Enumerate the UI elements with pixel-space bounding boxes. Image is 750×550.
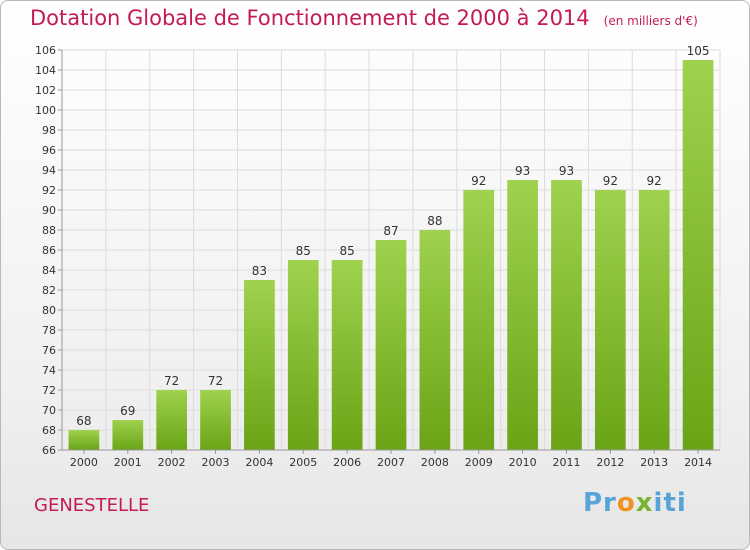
- place-name: GENESTELLE: [34, 495, 150, 516]
- data-label: 92: [647, 174, 662, 188]
- bar: [287, 260, 319, 450]
- data-label: 93: [559, 164, 574, 178]
- bar: [551, 180, 582, 450]
- x-tick-label: 2001: [114, 456, 142, 469]
- logo-part: Pr: [583, 488, 617, 518]
- chart-title-text: Dotation Globale de Fonctionnement de 20…: [30, 6, 590, 30]
- y-tick-label: 86: [42, 244, 56, 257]
- bar: [112, 420, 144, 450]
- logo-part: ti: [663, 488, 687, 518]
- data-label: 69: [120, 404, 135, 418]
- y-tick-label: 102: [35, 84, 56, 97]
- data-label: 68: [76, 414, 91, 428]
- x-tick-label: 2013: [640, 456, 668, 469]
- y-tick-label: 104: [35, 64, 56, 77]
- bar: [419, 230, 451, 450]
- y-tick-label: 92: [42, 184, 56, 197]
- x-tick-label: 2000: [70, 456, 98, 469]
- logo-part: o: [616, 488, 636, 518]
- bar: [507, 180, 538, 450]
- data-label: 83: [252, 264, 267, 278]
- y-tick-label: 72: [42, 384, 56, 397]
- bar: [68, 430, 100, 450]
- y-tick-label: 100: [35, 104, 56, 117]
- bar: [638, 190, 670, 450]
- x-tick-label: 2005: [289, 456, 317, 469]
- data-label: 85: [339, 244, 354, 258]
- x-tick-label: 2009: [465, 456, 493, 469]
- x-tick-label: 2008: [421, 456, 449, 469]
- bar: [244, 280, 275, 450]
- y-tick-label: 82: [42, 284, 56, 297]
- y-tick-label: 68: [42, 424, 56, 437]
- y-tick-label: 106: [35, 44, 56, 57]
- data-label: 93: [515, 164, 530, 178]
- data-label: 85: [296, 244, 311, 258]
- logo-part: i: [653, 488, 664, 518]
- x-tick-label: 2006: [333, 456, 361, 469]
- y-tick-label: 74: [42, 364, 56, 377]
- y-tick-label: 78: [42, 324, 56, 337]
- bar: [682, 60, 714, 450]
- y-tick-label: 88: [42, 224, 56, 237]
- logo-part: x: [635, 488, 654, 518]
- data-label: 87: [383, 224, 398, 238]
- bar-layer: [68, 60, 714, 450]
- y-tick-label: 94: [42, 164, 56, 177]
- bar: [594, 190, 626, 450]
- y-tick-label: 66: [42, 444, 56, 457]
- chart-title: Dotation Globale de Fonctionnement de 20…: [30, 6, 698, 30]
- bar: [375, 240, 407, 450]
- y-tick-label: 96: [42, 144, 56, 157]
- x-tick-label: 2010: [509, 456, 537, 469]
- bar: [463, 190, 495, 450]
- data-label: 105: [687, 44, 710, 58]
- data-label: 88: [427, 214, 442, 228]
- y-tick-label: 80: [42, 304, 56, 317]
- x-tick-label: 2014: [684, 456, 712, 469]
- x-tick-label: 2002: [158, 456, 186, 469]
- axis-layer: 66 68 70 72 74 76 78 80 82 84 86 88 90 92 94 96 98 100 102…: [35, 44, 720, 469]
- bar: [156, 390, 188, 450]
- chart-unit-note: (en milliers d'€): [603, 14, 698, 28]
- x-tick-label: 2007: [377, 456, 405, 469]
- y-tick-label: 76: [42, 344, 56, 357]
- data-label: 92: [471, 174, 486, 188]
- y-tick-label: 98: [42, 124, 56, 137]
- y-tick-label: 84: [42, 264, 56, 277]
- x-tick-label: 2012: [596, 456, 624, 469]
- bar: [200, 390, 231, 450]
- x-tick-label: 2004: [245, 456, 273, 469]
- proxiti-logo: Proxiti: [583, 488, 687, 518]
- x-tick-label: 2003: [202, 456, 230, 469]
- data-label: 72: [208, 374, 223, 388]
- data-label: 92: [603, 174, 618, 188]
- x-tick-label: 2011: [552, 456, 580, 469]
- bar: [331, 260, 363, 450]
- y-tick-label: 90: [42, 204, 56, 217]
- label-layer: 68 69 72 72 83 85 85 87 88 92 93 93 92 92 105: [76, 44, 709, 428]
- y-tick-label: 70: [42, 404, 56, 417]
- data-label: 72: [164, 374, 179, 388]
